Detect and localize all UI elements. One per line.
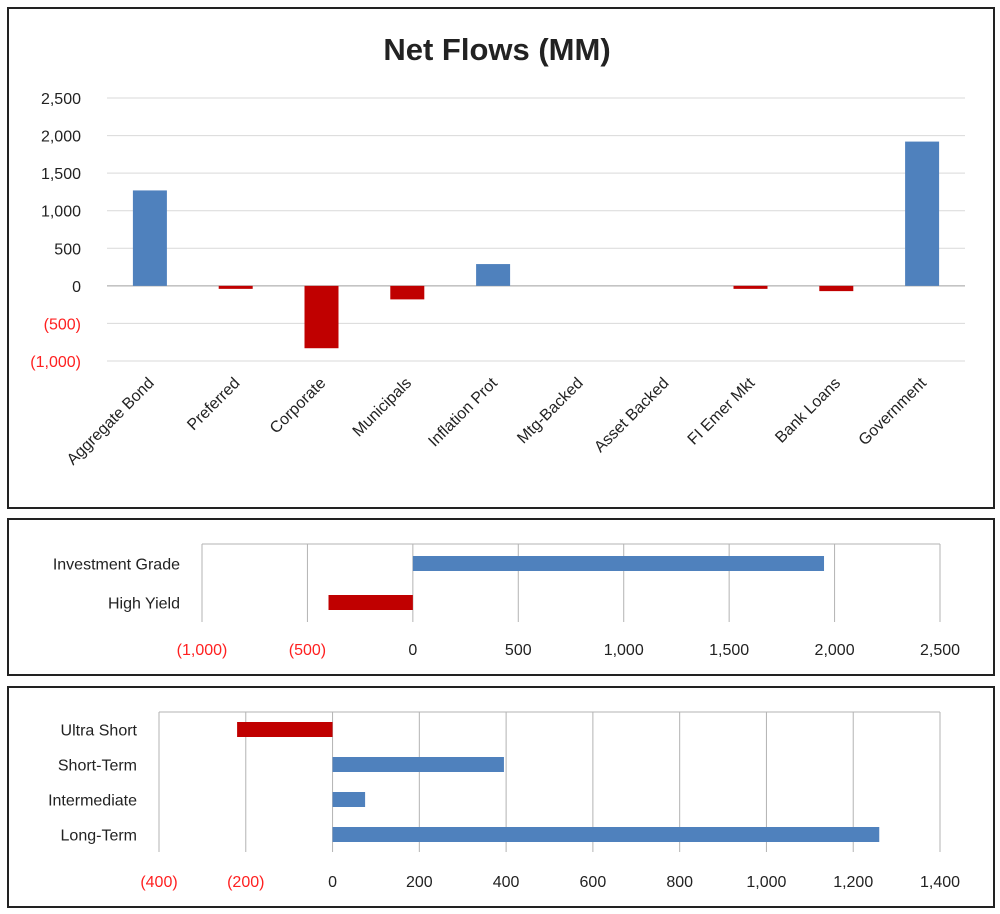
bar-investment-grade bbox=[412, 556, 825, 571]
x-tick-label: (1,000) bbox=[177, 642, 228, 659]
x-tick-label: (500) bbox=[289, 642, 326, 659]
x-tick-label: 600 bbox=[580, 874, 607, 891]
x-tick-label: 400 bbox=[493, 874, 520, 891]
bar-intermediate bbox=[332, 792, 366, 807]
x-tick-label: 2,500 bbox=[920, 642, 960, 659]
y-tick-label: 2,000 bbox=[41, 129, 81, 146]
bar-short-term bbox=[332, 757, 504, 772]
category-label: Bank Loans bbox=[772, 375, 844, 447]
bar-aggregate-bond bbox=[132, 190, 167, 286]
category-label: FI Emer Mkt bbox=[685, 374, 759, 448]
category-label: High Yield bbox=[108, 596, 180, 613]
x-tick-label: 0 bbox=[408, 642, 417, 659]
bar-municipals bbox=[390, 285, 425, 300]
x-tick-label: 800 bbox=[666, 874, 693, 891]
net-flows-chart: 2,500 2,000 1,500 1,000 500 0 (500) (1,000) Aggr… bbox=[30, 91, 965, 469]
bar-inflation-prot bbox=[476, 264, 511, 286]
x-tick-label: (400) bbox=[140, 874, 177, 891]
net-flows-chart-panel bbox=[7, 7, 995, 509]
bar-government bbox=[905, 141, 940, 286]
bar-corporate bbox=[304, 285, 339, 349]
category-label: Asset Backed bbox=[591, 375, 672, 456]
y-tick-label: 0 bbox=[72, 279, 81, 296]
x-tick-label: 500 bbox=[505, 642, 532, 659]
x-tick-label: 1,500 bbox=[709, 642, 749, 659]
x-tick-label: 200 bbox=[406, 874, 433, 891]
category-label: Government bbox=[856, 374, 931, 449]
x-tick-label: 2,000 bbox=[815, 642, 855, 659]
chart-title: Net Flows (MM) bbox=[383, 32, 610, 67]
bar-fi-emer-mkt bbox=[733, 285, 768, 289]
x-tick-label: 1,200 bbox=[833, 874, 873, 891]
x-tick-label: 1,000 bbox=[746, 874, 786, 891]
duration-chart-panel bbox=[7, 686, 995, 908]
bar-preferred bbox=[218, 285, 253, 289]
category-label: Ultra Short bbox=[61, 723, 138, 740]
category-label: Inflation Prot bbox=[425, 374, 501, 450]
y-tick-label: 1,500 bbox=[41, 166, 81, 183]
category-label: Intermediate bbox=[48, 793, 137, 810]
y-tick-label: 500 bbox=[54, 241, 81, 258]
x-tick-label: (200) bbox=[227, 874, 264, 891]
category-label: Investment Grade bbox=[53, 557, 180, 574]
category-label: Preferred bbox=[184, 375, 243, 434]
x-tick-label: 1,400 bbox=[920, 874, 960, 891]
y-tick-label: (1,000) bbox=[30, 354, 81, 371]
bar-bank-loans bbox=[819, 285, 854, 292]
category-label: Long-Term bbox=[61, 828, 137, 845]
duration-chart: (400) (200) 0 200 400 600 800 1,000 1,200 1,400 Ul… bbox=[48, 711, 960, 891]
category-label: Mtg-Backed bbox=[514, 375, 586, 447]
category-label: Short-Term bbox=[58, 758, 137, 775]
bar-high-yield bbox=[328, 595, 413, 610]
y-tick-label: 2,500 bbox=[41, 91, 81, 108]
bar-ultra-short bbox=[237, 722, 333, 737]
x-tick-label: 1,000 bbox=[604, 642, 644, 659]
category-label: Municipals bbox=[350, 375, 415, 440]
y-tick-label: 1,000 bbox=[41, 204, 81, 221]
bar-long-term bbox=[332, 827, 880, 842]
credit-quality-chart: (1,000) (500) 0 500 1,000 1,500 2,000 2,500 Inve… bbox=[53, 543, 960, 659]
x-tick-label: 0 bbox=[328, 874, 337, 891]
category-label: Aggregate Bond bbox=[64, 375, 158, 469]
category-label: Corporate bbox=[267, 375, 329, 437]
y-tick-label: (500) bbox=[44, 316, 81, 333]
